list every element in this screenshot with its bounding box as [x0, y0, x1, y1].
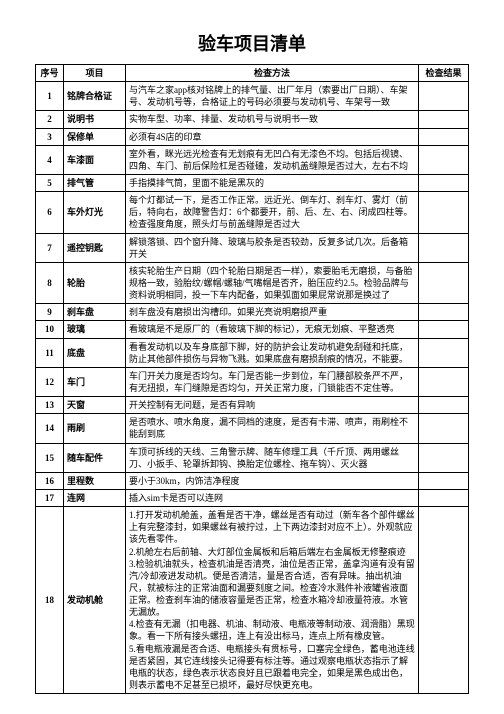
cell-method: 手指摸排气筒，里面不能是黑灰的	[126, 174, 419, 191]
col-method: 检查方法	[126, 65, 419, 82]
cell-result	[419, 145, 469, 174]
cell-seq: 9	[36, 304, 64, 321]
cell-method: 开关控制有无问题，是否有异响	[126, 397, 419, 414]
table-row: 2说明书实物车型、功率、排量、发动机号与说明书一致	[36, 111, 469, 128]
cell-method: 实物车型、功率、排量、发动机号与说明书一致	[126, 111, 419, 128]
cell-item: 遥控钥匙	[64, 233, 126, 262]
cell-item: 雨刷	[64, 414, 126, 443]
table-row: 6车外灯光每个灯都试一下，是否工作正常。远近光、倒车灯、刹车灯、雾灯（前后，特向…	[36, 192, 469, 233]
cell-seq: 15	[36, 443, 64, 472]
cell-item: 车漆面	[64, 145, 126, 174]
cell-item: 发动机舱	[64, 507, 126, 694]
table-row: 1铭牌合格证与汽车之家app核对铭牌上的排气量、出厂年月（索要出厂日期）、车架号…	[36, 82, 469, 111]
table-row: 15随车配件车顶可拆线的天线、三角警示牌、随车修理工具（千斤顶、两用螺丝刀、小扳…	[36, 443, 469, 472]
table-row: 7遥控钥匙解锁落锁、四个窗升降、玻璃与胶条是否较劲，反复多试几次。后备箱开关	[36, 233, 469, 262]
cell-result	[419, 82, 469, 111]
cell-item: 玻璃	[64, 321, 126, 338]
table-row: 12车门车门开关力度是否均匀。车门是否能一步到位，车门腰部胶条严不严，有无扭损，…	[36, 367, 469, 396]
cell-item: 刹车盘	[64, 304, 126, 321]
cell-seq: 14	[36, 414, 64, 443]
cell-result	[419, 367, 469, 396]
cell-item: 车外灯光	[64, 192, 126, 233]
cell-seq: 3	[36, 128, 64, 145]
cell-item: 保修单	[64, 128, 126, 145]
cell-method: 看玻璃是不是原厂的（看玻璃下脚的标记），无痕无划痕、平整透亮	[126, 321, 419, 338]
table-row: 13天窗开关控制有无问题，是否有异响	[36, 397, 469, 414]
cell-result	[419, 338, 469, 367]
cell-seq: 7	[36, 233, 64, 262]
cell-result	[419, 233, 469, 262]
checklist-table: 序号 项目 检查方法 检查结果 1铭牌合格证与汽车之家app核对铭牌上的排气量、…	[35, 64, 469, 694]
cell-method: 必须有4S店的印章	[126, 128, 419, 145]
table-row: 11底盘看看发动机以及车身底部下脚，好的防护会让发动机避免刮碰和托底，防止其他部…	[36, 338, 469, 367]
cell-seq: 13	[36, 397, 64, 414]
cell-item: 底盘	[64, 338, 126, 367]
cell-seq: 10	[36, 321, 64, 338]
table-row: 18发动机舱1.打开发动机舱盖，盖看是否干净，螺丝是否有动过（新车各个部件螺丝上…	[36, 507, 469, 694]
table-row: 9刹车盘刹车盘没有磨损出沟槽印。如果光亮说明磨损严重	[36, 304, 469, 321]
cell-method: 每个灯都试一下，是否工作正常。远近光、倒车灯、刹车灯、雾灯（前后，特向右，故障警…	[126, 192, 419, 233]
cell-method: 核实轮胎生产日期（四个轮胎日期是否一样），索要胎毛无磨损，与备胎规格一致，验胎纹…	[126, 262, 419, 303]
cell-method: 车顶可拆线的天线、三角警示牌、随车修理工具（千斤顶、两用螺丝刀、小扳手、轮罩拆卸…	[126, 443, 419, 472]
cell-seq: 2	[36, 111, 64, 128]
cell-method: 解锁落锁、四个窗升降、玻璃与胶条是否较劲，反复多试几次。后备箱开关	[126, 233, 419, 262]
table-row: 3保修单必须有4S店的印章	[36, 128, 469, 145]
cell-result	[419, 262, 469, 303]
cell-method: 是否喷水、喷水角度，漏不同档的速度，是否有卡滞、喷声，雨刷栓不能刮到底	[126, 414, 419, 443]
cell-result	[419, 397, 469, 414]
table-row: 4车漆面室外看，眯光远光检查有无划痕有无凹凸有无漆色不均。包括后视镜、四角、车门…	[36, 145, 469, 174]
cell-seq: 6	[36, 192, 64, 233]
cell-result	[419, 192, 469, 233]
cell-method: 刹车盘没有磨损出沟槽印。如果光亮说明磨损严重	[126, 304, 419, 321]
cell-result	[419, 111, 469, 128]
cell-item: 随车配件	[64, 443, 126, 472]
cell-item: 连网	[64, 489, 126, 506]
cell-method: 与汽车之家app核对铭牌上的排气量、出厂年月（索要出厂日期）、车架号、发动机号等…	[126, 82, 419, 111]
cell-result	[419, 304, 469, 321]
col-item: 项目	[64, 65, 126, 82]
cell-result	[419, 443, 469, 472]
page-title: 验车项目清单	[35, 30, 469, 56]
table-row: 10玻璃看玻璃是不是原厂的（看玻璃下脚的标记），无痕无划痕、平整透亮	[36, 321, 469, 338]
cell-seq: 18	[36, 507, 64, 694]
cell-result	[419, 128, 469, 145]
table-row: 16里程数要小于30km，内饰洁净程度	[36, 472, 469, 489]
cell-result	[419, 174, 469, 191]
cell-seq: 12	[36, 367, 64, 396]
cell-seq: 17	[36, 489, 64, 506]
cell-seq: 4	[36, 145, 64, 174]
cell-item: 排气管	[64, 174, 126, 191]
col-seq: 序号	[36, 65, 64, 82]
cell-result	[419, 489, 469, 506]
cell-seq: 1	[36, 82, 64, 111]
cell-seq: 5	[36, 174, 64, 191]
cell-method: 室外看，眯光远光检查有无划痕有无凹凸有无漆色不均。包括后视镜、四角、车门、前后保…	[126, 145, 419, 174]
cell-item: 里程数	[64, 472, 126, 489]
table-header-row: 序号 项目 检查方法 检查结果	[36, 65, 469, 82]
cell-method: 看看发动机以及车身底部下脚，好的防护会让发动机避免刮碰和托底，防止其他部件损伤与…	[126, 338, 419, 367]
cell-method: 插入sim卡是否可以连网	[126, 489, 419, 506]
table-row: 17连网插入sim卡是否可以连网	[36, 489, 469, 506]
cell-seq: 16	[36, 472, 64, 489]
cell-seq: 8	[36, 262, 64, 303]
cell-item: 轮胎	[64, 262, 126, 303]
table-row: 14雨刷是否喷水、喷水角度，漏不同档的速度，是否有卡滞、喷声，雨刷栓不能刮到底	[36, 414, 469, 443]
table-row: 8轮胎核实轮胎生产日期（四个轮胎日期是否一样），索要胎毛无磨损，与备胎规格一致，…	[36, 262, 469, 303]
cell-method: 要小于30km，内饰洁净程度	[126, 472, 419, 489]
cell-result	[419, 414, 469, 443]
cell-result	[419, 321, 469, 338]
cell-method: 1.打开发动机舱盖，盖看是否干净，螺丝是否有动过（新车各个部件螺丝上有完整漆封，…	[126, 507, 419, 694]
col-result: 检查结果	[419, 65, 469, 82]
table-row: 5排气管手指摸排气筒，里面不能是黑灰的	[36, 174, 469, 191]
cell-item: 铭牌合格证	[64, 82, 126, 111]
cell-item: 说明书	[64, 111, 126, 128]
cell-result	[419, 472, 469, 489]
cell-result	[419, 507, 469, 694]
cell-method: 车门开关力度是否均匀。车门是否能一步到位，车门腰部胶条严不严，有无扭损，车门缝隙…	[126, 367, 419, 396]
cell-seq: 11	[36, 338, 64, 367]
cell-item: 车门	[64, 367, 126, 396]
cell-item: 天窗	[64, 397, 126, 414]
